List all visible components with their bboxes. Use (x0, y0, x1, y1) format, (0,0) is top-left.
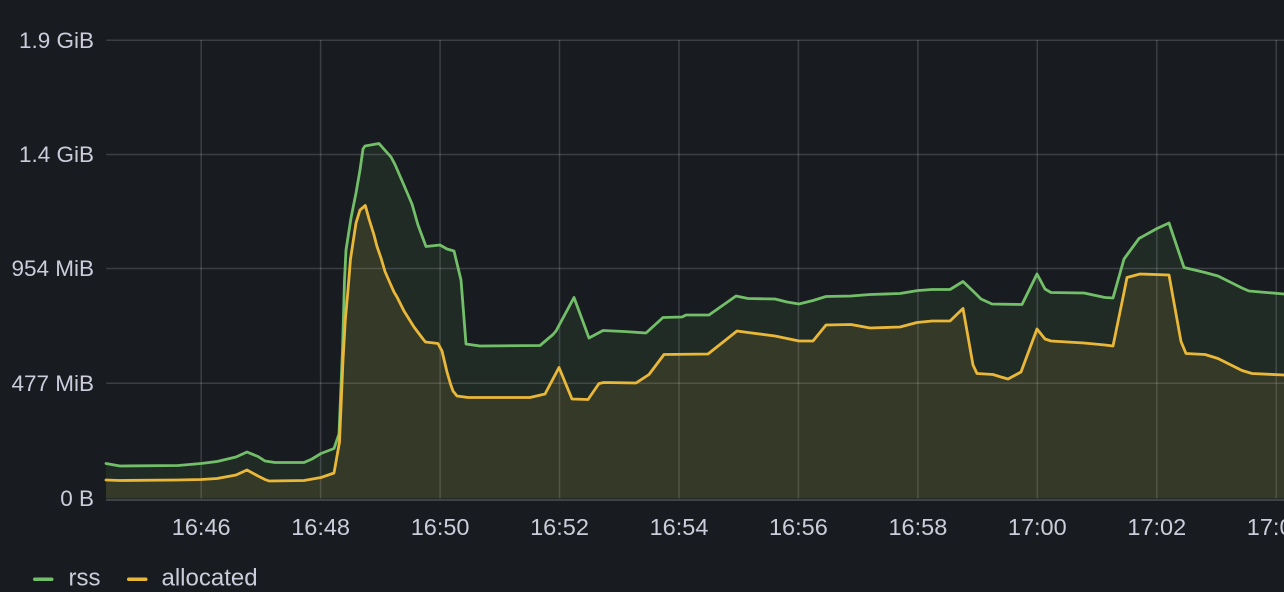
svg-text:1.9 GiB: 1.9 GiB (19, 28, 94, 53)
svg-text:16:58: 16:58 (888, 514, 947, 540)
svg-text:16:56: 16:56 (769, 514, 828, 540)
svg-text:17:00: 17:00 (1008, 514, 1067, 540)
svg-text:1.4 GiB: 1.4 GiB (19, 142, 94, 167)
svg-text:16:46: 16:46 (172, 514, 231, 540)
svg-text:17:04: 17:04 (1247, 514, 1284, 540)
svg-text:16:52: 16:52 (530, 514, 589, 540)
svg-text:rss: rss (69, 565, 101, 592)
svg-text:16:50: 16:50 (411, 514, 470, 540)
svg-text:allocated: allocated (162, 565, 258, 592)
svg-text:0 B: 0 B (60, 486, 94, 511)
svg-text:954 MiB: 954 MiB (11, 256, 94, 281)
svg-text:17:02: 17:02 (1127, 514, 1186, 540)
svg-text:16:48: 16:48 (291, 514, 350, 540)
svg-text:477 MiB: 477 MiB (11, 371, 94, 396)
svg-text:16:54: 16:54 (650, 514, 709, 540)
